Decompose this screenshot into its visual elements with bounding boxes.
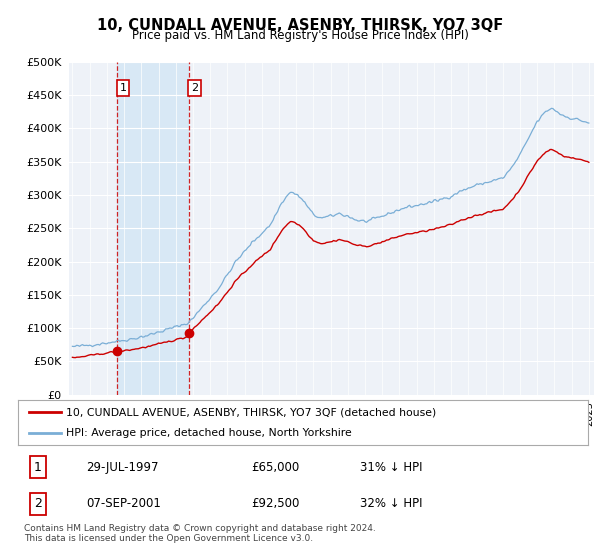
Text: 29-JUL-1997: 29-JUL-1997	[86, 461, 159, 474]
Text: £65,000: £65,000	[252, 461, 300, 474]
Text: Contains HM Land Registry data © Crown copyright and database right 2024.
This d: Contains HM Land Registry data © Crown c…	[24, 524, 376, 543]
Text: 2: 2	[191, 83, 199, 94]
Text: £92,500: £92,500	[252, 497, 300, 510]
Text: HPI: Average price, detached house, North Yorkshire: HPI: Average price, detached house, Nort…	[67, 428, 352, 438]
Text: 31% ↓ HPI: 31% ↓ HPI	[360, 461, 422, 474]
Text: 32% ↓ HPI: 32% ↓ HPI	[360, 497, 422, 510]
Text: Price paid vs. HM Land Registry's House Price Index (HPI): Price paid vs. HM Land Registry's House …	[131, 29, 469, 42]
Text: 1: 1	[34, 461, 42, 474]
Bar	[117, 62, 188, 395]
Text: 10, CUNDALL AVENUE, ASENBY, THIRSK, YO7 3QF: 10, CUNDALL AVENUE, ASENBY, THIRSK, YO7 …	[97, 18, 503, 33]
Text: 1: 1	[119, 83, 127, 94]
Text: 2: 2	[34, 497, 42, 510]
Text: 07-SEP-2001: 07-SEP-2001	[86, 497, 161, 510]
Text: 10, CUNDALL AVENUE, ASENBY, THIRSK, YO7 3QF (detached house): 10, CUNDALL AVENUE, ASENBY, THIRSK, YO7 …	[67, 408, 437, 418]
